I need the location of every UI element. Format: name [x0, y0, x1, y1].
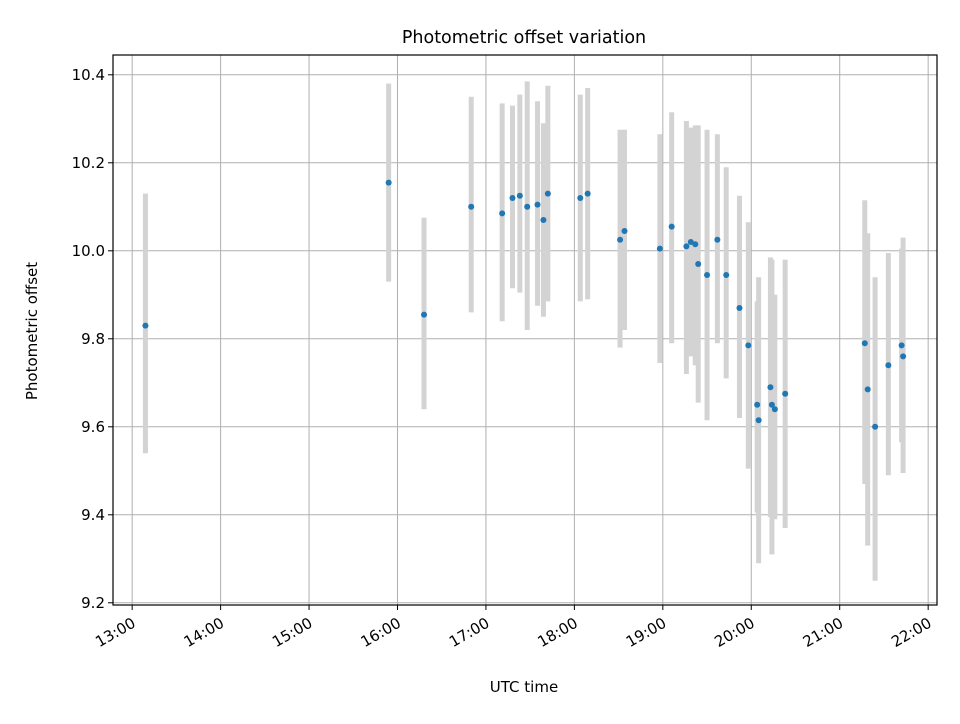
chart-title: Photometric offset variation [402, 28, 646, 48]
data-point [540, 217, 547, 223]
data-point [621, 228, 628, 234]
data-point [516, 192, 523, 199]
data-point [900, 353, 907, 360]
y-tick-label: 10.2 [72, 154, 105, 172]
data-point [385, 179, 392, 186]
data-point [692, 241, 699, 248]
data-point [885, 362, 892, 369]
data-point [754, 401, 761, 408]
data-point [864, 386, 871, 393]
data-point [687, 239, 694, 245]
data-point [714, 236, 721, 243]
data-point [668, 223, 675, 230]
data-points [142, 179, 907, 430]
data-point [872, 423, 879, 430]
y-axis-label: Photometric offset [23, 262, 41, 400]
data-point [499, 210, 506, 217]
data-point [771, 406, 778, 413]
data-point [782, 390, 789, 397]
axes-frame [112, 54, 938, 606]
data-point [468, 203, 475, 210]
y-tick-label: 9.6 [81, 418, 105, 436]
data-point [577, 195, 584, 201]
data-point [755, 417, 762, 424]
data-point [656, 245, 663, 252]
data-point [861, 340, 868, 347]
data-point [745, 342, 752, 349]
data-point [767, 384, 774, 391]
data-point [683, 243, 690, 250]
data-point [524, 203, 531, 210]
y-tick-label: 10.0 [72, 242, 105, 260]
y-tick-label: 9.8 [81, 330, 105, 348]
data-point [142, 322, 149, 329]
data-point [898, 342, 905, 349]
data-point [768, 401, 775, 408]
data-point [695, 261, 702, 267]
x-axis-label: UTC time [490, 678, 558, 696]
y-tick-label: 9.4 [81, 506, 105, 524]
data-point [617, 236, 624, 243]
data-point [736, 305, 743, 311]
y-axis-ticks: 9.2 9.4 9.6 9.8 10.0 10.2 10.4 [72, 66, 113, 612]
data-point [723, 272, 730, 278]
data-point [534, 201, 541, 208]
data-point [584, 190, 591, 197]
data-point [704, 272, 711, 278]
data-point [509, 195, 516, 201]
data-point [421, 311, 428, 318]
y-tick-label: 9.2 [81, 594, 105, 612]
y-tick-label: 10.4 [72, 66, 105, 84]
data-point [544, 190, 551, 197]
